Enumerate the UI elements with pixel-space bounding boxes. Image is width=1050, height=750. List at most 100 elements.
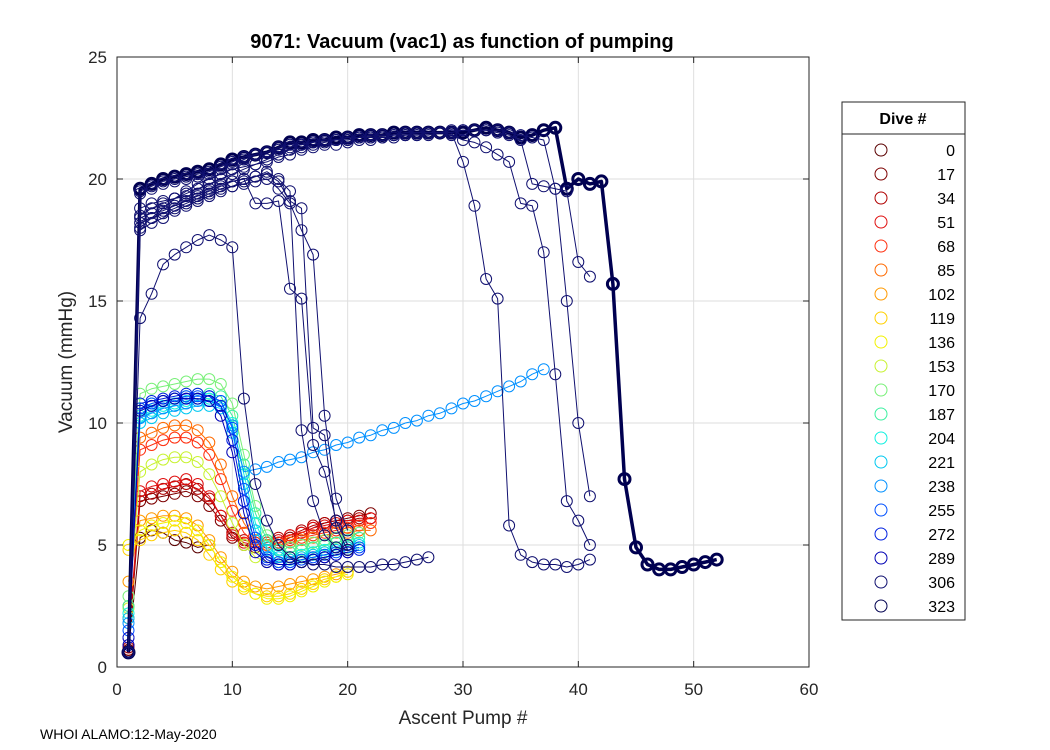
data-point xyxy=(284,541,296,554)
legend-marker xyxy=(874,143,888,157)
data-point xyxy=(549,558,562,571)
data-point xyxy=(307,141,320,154)
data-point xyxy=(168,192,181,205)
data-point xyxy=(387,421,400,434)
plot-area: 0 10 20 30 40 50 60 0 5 10 15 20 25 xyxy=(88,48,818,699)
data-point xyxy=(180,375,193,388)
data-point xyxy=(307,553,320,566)
data-point xyxy=(214,399,227,412)
data-point xyxy=(387,131,400,144)
legend-marker xyxy=(874,551,888,565)
data-point xyxy=(284,590,296,603)
data-point xyxy=(445,129,458,142)
data-point xyxy=(214,458,227,471)
data-point xyxy=(226,180,239,193)
data-point xyxy=(180,536,193,549)
data-point xyxy=(480,141,493,154)
legend-label: 289 xyxy=(928,551,955,568)
data-point xyxy=(191,390,204,403)
data-point xyxy=(249,587,262,600)
legend-label: 34 xyxy=(937,191,955,208)
data-point xyxy=(272,548,285,561)
data-point xyxy=(330,521,343,534)
y-tick-label: 15 xyxy=(88,292,107,311)
data-point xyxy=(353,531,366,544)
data-point xyxy=(364,131,377,144)
data-point xyxy=(134,312,147,325)
legend-entry: 0 xyxy=(874,143,955,160)
x-tick-label: 20 xyxy=(338,680,357,699)
data-point xyxy=(203,173,216,185)
data-point xyxy=(330,514,343,527)
data-point xyxy=(353,526,366,539)
legend-box xyxy=(841,101,966,621)
data-point xyxy=(491,148,504,161)
data-point xyxy=(260,556,273,569)
data-point xyxy=(203,468,216,481)
legend-label: 187 xyxy=(928,407,955,424)
data-point xyxy=(191,170,204,183)
data-point xyxy=(260,582,273,595)
data-point xyxy=(307,580,320,593)
data-point xyxy=(445,402,458,415)
data-point xyxy=(203,229,216,242)
data-point xyxy=(341,524,354,537)
legend-label: 17 xyxy=(937,167,955,184)
data-point xyxy=(157,392,170,405)
legend-entry: 34 xyxy=(874,191,955,208)
x-tick-label: 60 xyxy=(800,680,819,699)
data-point xyxy=(330,561,343,573)
data-point xyxy=(318,558,331,571)
data-point xyxy=(249,463,262,476)
data-point xyxy=(295,556,308,569)
legend-marker xyxy=(874,191,888,205)
chart-title: 9071: Vacuum (vac1) as function of pumpi… xyxy=(250,31,673,53)
data-point xyxy=(145,197,158,210)
data-point xyxy=(330,138,343,151)
data-point xyxy=(145,492,158,505)
legend-entry: 238 xyxy=(874,479,955,496)
data-point xyxy=(145,382,158,395)
data-point xyxy=(318,519,331,532)
data-point xyxy=(226,434,239,447)
data-point xyxy=(260,592,273,605)
data-point xyxy=(295,531,308,544)
y-tick-label: 20 xyxy=(88,170,107,189)
legend-entry: 68 xyxy=(874,239,955,256)
data-point xyxy=(191,399,204,412)
data-point xyxy=(353,509,366,522)
data-point xyxy=(214,234,227,246)
data-point xyxy=(330,543,343,556)
legend-entry: 170 xyxy=(874,383,955,400)
series-306 xyxy=(122,229,435,659)
data-point xyxy=(583,553,596,566)
data-point xyxy=(307,495,320,508)
data-point xyxy=(237,448,250,461)
legend-label: 102 xyxy=(928,287,955,304)
data-point xyxy=(526,556,539,569)
data-point xyxy=(341,543,354,556)
x-tick-label: 30 xyxy=(454,680,473,699)
data-point xyxy=(399,556,412,569)
data-point xyxy=(503,129,516,142)
data-point xyxy=(191,182,204,195)
legend-entry: 221 xyxy=(874,455,955,472)
data-point xyxy=(364,517,377,529)
data-point xyxy=(237,163,250,176)
data-point xyxy=(145,399,158,412)
data-point xyxy=(191,392,204,405)
data-point xyxy=(180,485,193,498)
data-point xyxy=(353,514,366,527)
legend-label: 323 xyxy=(928,599,955,616)
data-point xyxy=(168,378,181,390)
series-line xyxy=(128,368,544,624)
data-point xyxy=(168,404,181,417)
data-point xyxy=(399,129,412,142)
legend-entry: 272 xyxy=(874,527,955,544)
data-point xyxy=(214,409,227,422)
data-point xyxy=(260,543,273,556)
data-point xyxy=(341,568,354,581)
data-point xyxy=(226,163,239,176)
data-point xyxy=(583,270,596,283)
series-extra-23 xyxy=(122,126,596,659)
